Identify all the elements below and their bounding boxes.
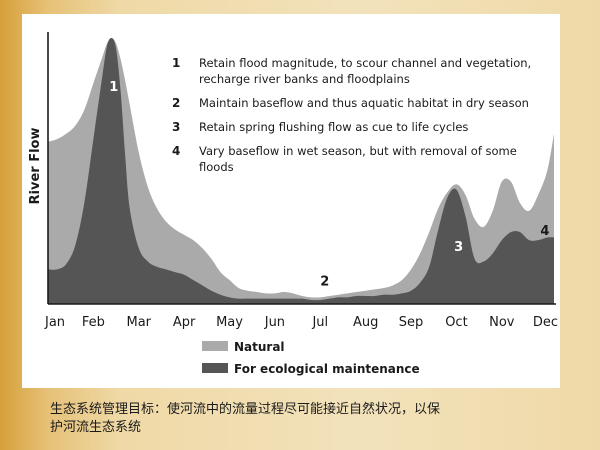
- note-number-4: 4: [172, 144, 180, 158]
- note-number-3: 3: [172, 120, 180, 134]
- legend-swatch-ecological: [202, 363, 228, 373]
- legend-label-ecological: For ecological maintenance: [234, 362, 420, 376]
- note-number-1: 1: [172, 56, 180, 70]
- caption-line-1: 生态系统管理目标：使河流中的流量过程尽可能接近自然状况，以保: [50, 402, 441, 417]
- annotation-notes: 1 Retain flood magnitude, to scour channe…: [172, 56, 531, 174]
- note-3-line-1: Retain spring flushing flow as cue to li…: [199, 120, 468, 134]
- natural-flow-area: [48, 38, 554, 304]
- chart-areas: [48, 37, 554, 305]
- peak-label-3: 3: [454, 240, 463, 255]
- legend-label-natural: Natural: [234, 340, 285, 354]
- note-4-line-1: Vary baseflow in wet season, but with re…: [199, 144, 517, 158]
- chart-axes: [47, 32, 556, 305]
- peak-label-1: 1: [109, 80, 118, 95]
- x-tick-may: May: [216, 315, 243, 330]
- x-tick-jul: Jul: [311, 315, 328, 330]
- note-number-2: 2: [172, 96, 180, 110]
- x-tick-apr: Apr: [173, 315, 196, 330]
- x-tick-sep: Sep: [399, 315, 424, 330]
- river-flow-chart: Jan Feb Mar Apr May Jun Jul Aug Sep Oct Nov Dec Riv…: [28, 32, 558, 376]
- x-tick-jan: Jan: [44, 315, 65, 330]
- x-tick-jun: Jun: [264, 315, 285, 330]
- ecological-flow-area: [48, 37, 554, 305]
- x-tick-dec: Dec: [533, 315, 558, 330]
- peak-labels: 1 2 3 4: [109, 80, 549, 289]
- legend-swatch-natural: [202, 341, 228, 351]
- slide-panel: Jan Feb Mar Apr May Jun Jul Aug Sep Oct Nov Dec Riv…: [22, 14, 560, 388]
- x-tick-oct: Oct: [445, 315, 467, 330]
- x-tick-feb: Feb: [82, 315, 105, 330]
- peak-label-4: 4: [540, 224, 549, 239]
- x-tick-labels: Jan Feb Mar Apr May Jun Jul Aug Sep Oct Nov Dec: [44, 315, 558, 330]
- x-tick-nov: Nov: [489, 315, 515, 330]
- note-1-line-1: Retain flood magnitude, to scour channel…: [199, 56, 531, 70]
- legend: Natural For ecological maintenance: [202, 340, 420, 376]
- x-tick-aug: Aug: [353, 315, 378, 330]
- note-4-line-2: floods: [199, 160, 234, 174]
- caption-line-2: 护河流生态系统: [50, 420, 142, 435]
- x-tick-mar: Mar: [126, 315, 151, 330]
- note-2-line-1: Maintain baseflow and thus aquatic habit…: [199, 96, 529, 110]
- peak-label-2: 2: [320, 274, 329, 289]
- slide-caption: 生态系统管理目标：使河流中的流量过程尽可能接近自然状况，以保 护河流生态系统: [50, 401, 550, 437]
- y-axis-label: River Flow: [28, 128, 43, 205]
- note-1-line-2: recharge river banks and floodplains: [199, 72, 410, 86]
